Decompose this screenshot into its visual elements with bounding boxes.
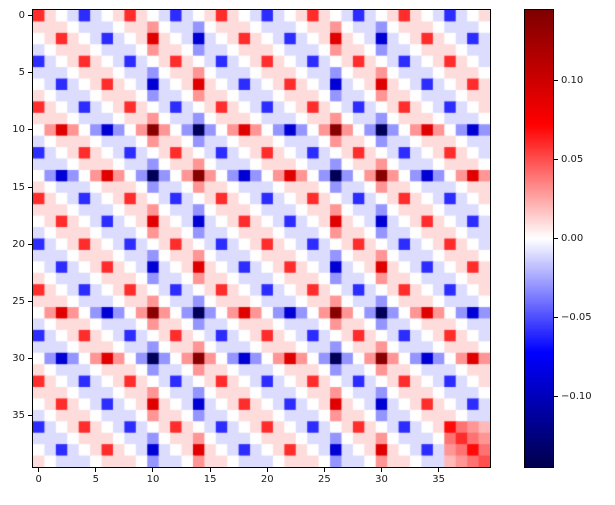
- x-tick-label: 10: [146, 474, 160, 485]
- x-tick-label: 0: [35, 474, 42, 485]
- y-tick-label: 10: [12, 124, 25, 136]
- colorbar-tick-mark: [554, 238, 558, 239]
- x-tick-label: 20: [260, 474, 274, 485]
- x-tick-mark: [323, 468, 325, 472]
- x-tick-mark: [266, 468, 268, 472]
- colorbar-tick-mark: [554, 80, 558, 82]
- y-tick-label: 5: [18, 67, 25, 79]
- colorbar-tick-mark: [554, 395, 558, 397]
- x-tick-label: 5: [92, 474, 100, 485]
- x-tick-mark: [152, 468, 154, 472]
- x-tick-mark: [209, 468, 211, 472]
- colorbar-tick-label: −0.05: [561, 311, 592, 323]
- y-tick-mark: [28, 415, 32, 417]
- y-tick-mark: [28, 300, 32, 302]
- x-tick-mark: [38, 468, 40, 472]
- colorbar-tick-mark: [554, 159, 558, 161]
- x-tick-mark: [95, 468, 97, 472]
- y-tick-mark: [28, 15, 32, 17]
- y-tick-mark: [28, 72, 32, 74]
- y-tick-label: 35: [12, 410, 25, 422]
- colorbar-tick-label: 0.00: [561, 233, 584, 244]
- y-tick-label: 0: [18, 10, 25, 22]
- x-tick-label: 15: [203, 474, 217, 485]
- x-tick-label: 25: [317, 474, 331, 485]
- y-tick-mark: [28, 129, 32, 131]
- colorbar-tick-label: 0.05: [561, 154, 584, 166]
- x-tick-label: 30: [375, 474, 388, 485]
- y-tick-mark: [28, 186, 32, 188]
- heatmap-image: [32, 9, 491, 468]
- y-tick-label: 15: [12, 181, 25, 193]
- colorbar-tick-label: −0.10: [561, 390, 592, 402]
- y-tick-label: 25: [12, 295, 25, 307]
- x-tick-mark: [380, 468, 382, 472]
- x-tick-mark: [438, 468, 440, 472]
- y-tick-label: 30: [12, 352, 25, 364]
- colorbar-tick-mark: [554, 316, 558, 318]
- colorbar: [524, 9, 554, 468]
- x-tick-label: 35: [432, 474, 445, 485]
- colorbar-tick-label: 0.10: [561, 75, 584, 87]
- y-tick-mark: [28, 243, 32, 245]
- y-tick-label: 20: [12, 238, 25, 250]
- y-tick-mark: [28, 357, 32, 359]
